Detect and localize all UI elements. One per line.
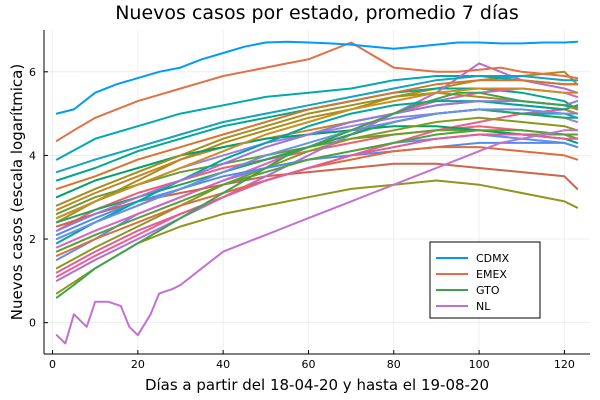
axis-layer (43, 30, 590, 355)
y-tick-label: 6 (29, 66, 36, 79)
y-tick-label: 0 (29, 317, 36, 330)
x-tick-label: 20 (131, 358, 145, 371)
series-line-state-24 (55, 100, 579, 245)
series-line-state-28 (55, 79, 579, 190)
grid-layer (44, 30, 590, 354)
chart-title: Nuevos casos por estado, promedio 7 días (115, 2, 519, 24)
y-tick-label: 4 (29, 149, 36, 162)
x-tick-label: 0 (49, 358, 56, 371)
x-tick-label: 80 (387, 358, 401, 371)
x-tick-label: 120 (554, 358, 575, 371)
series-line-state-10 (55, 179, 579, 295)
series-line-emex (55, 41, 579, 142)
legend-label-emex: EMEX (476, 268, 507, 281)
series-line-state-21 (55, 141, 579, 236)
x-tick-label: 60 (301, 358, 315, 371)
series-layer (55, 40, 579, 345)
legend-label-cdmx: CDMX (476, 252, 510, 265)
legend-label-nl: NL (476, 300, 491, 313)
y-tick-label: 2 (29, 233, 36, 246)
tick-layer: 0 20 40 60 80 100 120 0 2 4 6 (29, 66, 575, 371)
x-tick-label: 100 (469, 358, 490, 371)
series-line-state-22 (55, 146, 579, 257)
x-tick-label: 40 (216, 358, 230, 371)
series-line-state-26 (55, 133, 579, 274)
series-line-state-30 (55, 75, 579, 174)
series-line-state-31 (55, 100, 579, 232)
series-line-nl (55, 129, 579, 345)
legend: CDMX EMEX GTO NL (429, 241, 541, 319)
series-line-cdmx (55, 40, 579, 115)
series-line-state-20 (55, 62, 579, 282)
y-axis-label: Nuevos casos (escala logarítmica) (8, 64, 26, 320)
series-line-state-32 (55, 87, 579, 220)
legend-items: CDMX EMEX GTO NL (436, 252, 510, 313)
series-line-gto (55, 91, 579, 299)
legend-label-gto: GTO (476, 284, 500, 297)
series-line-state-29 (55, 129, 579, 253)
x-axis-label: Días a partir del 18-04-20 y hasta el 19… (145, 376, 489, 394)
series-line-state-27 (55, 108, 579, 240)
